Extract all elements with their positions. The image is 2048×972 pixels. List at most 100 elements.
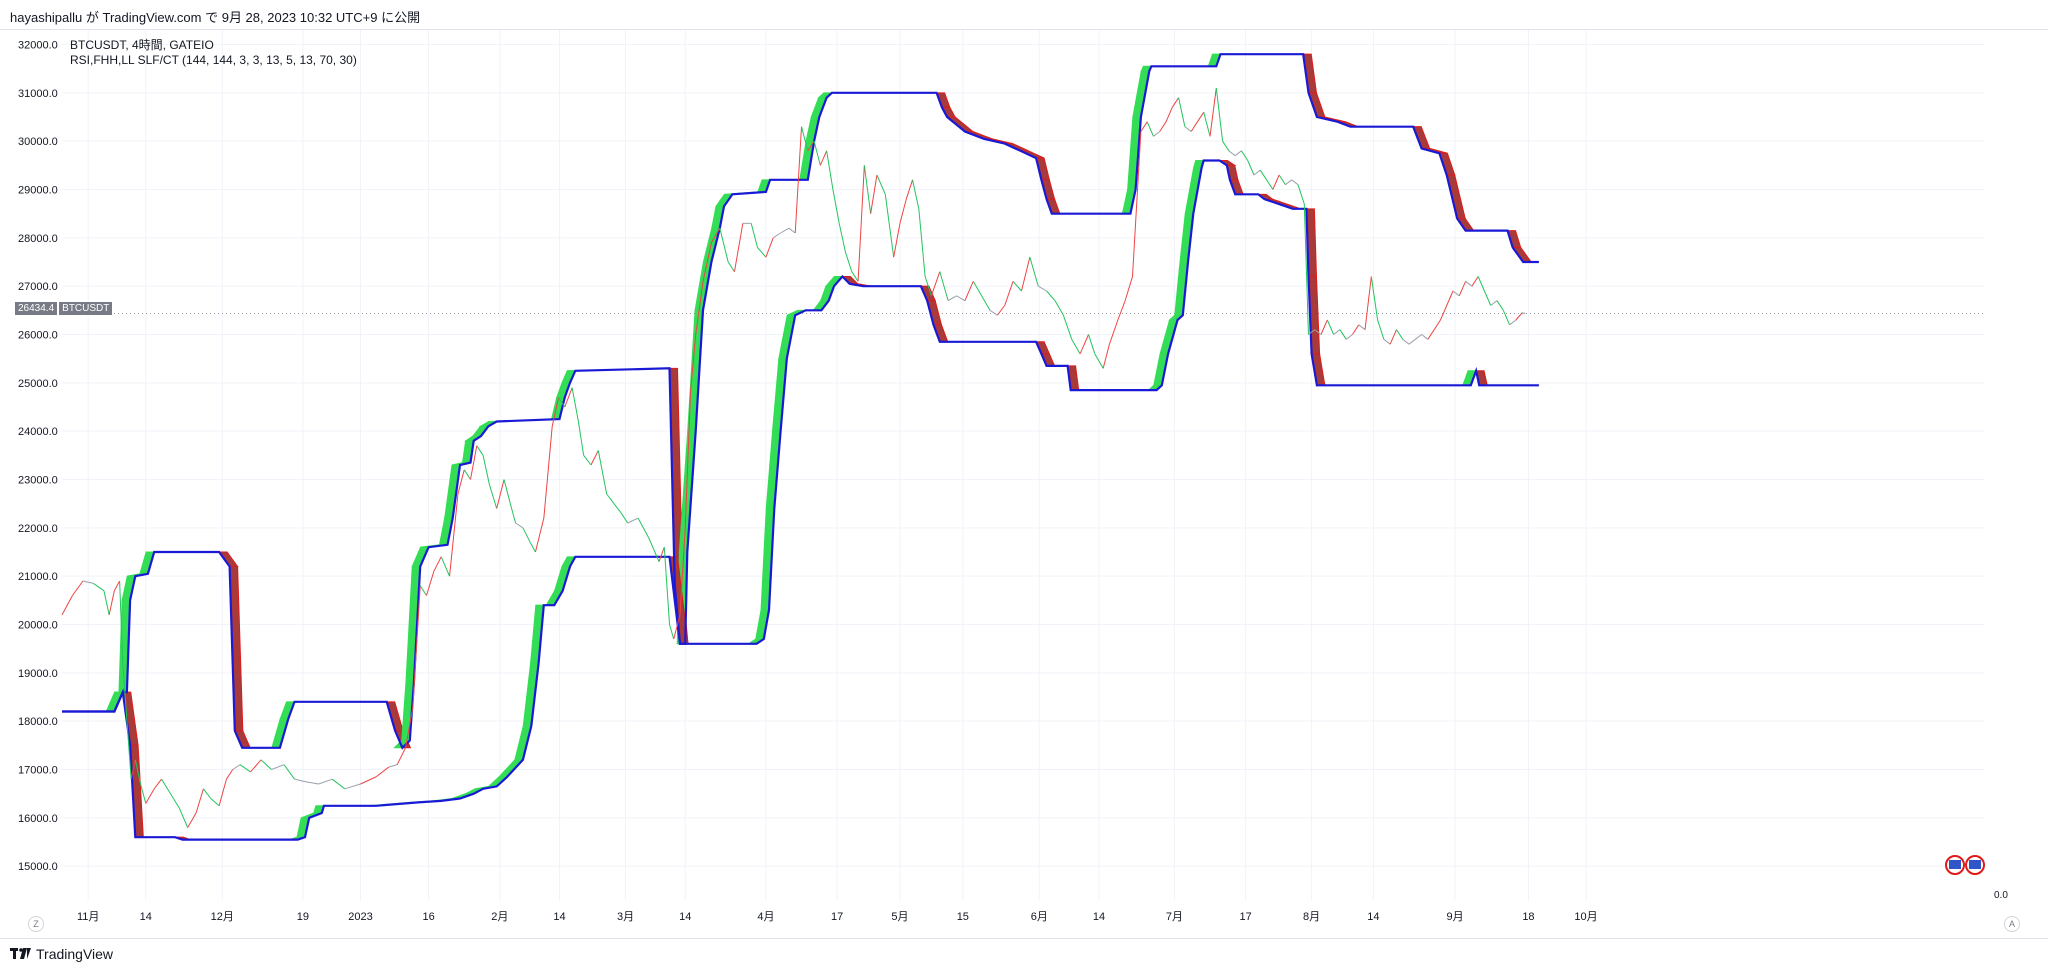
price-segment <box>1146 121 1154 137</box>
price-segment <box>1308 329 1316 335</box>
price-segment <box>1314 329 1322 335</box>
price-segment <box>1020 257 1031 292</box>
price-segment <box>972 281 983 297</box>
price-segment <box>226 769 234 780</box>
price-segment <box>1054 300 1064 316</box>
price-segment <box>679 527 686 615</box>
price-axis[interactable]: 15000.0 16000.0 17000.0 18000.0 19000.0 20000… <box>18 40 58 874</box>
symbol-legend[interactable]: BTCUSDT, 4時間, GATEIO <box>70 38 214 52</box>
price-segment <box>1037 285 1047 292</box>
y-tick-label: 20000.0 <box>18 620 58 632</box>
price-segment <box>1184 126 1192 132</box>
time-axis[interactable]: 11月 14 12月 19 2023 16 2月 14 3月 14 4月 17 5月 15 6月 14 7月 17… <box>77 911 1598 923</box>
y-tick-label: 28000.0 <box>18 233 58 245</box>
us-flag-icon <box>1969 860 1981 869</box>
y-tick-label: 21000.0 <box>18 571 58 583</box>
price-segment <box>1165 107 1173 123</box>
price-segment <box>218 779 227 806</box>
x-tick-label: 9月 <box>1447 911 1464 923</box>
price-segment <box>145 788 155 804</box>
price-segment <box>113 580 121 591</box>
scale-value: 0.0 <box>1994 890 2008 901</box>
price-segment <box>426 571 435 596</box>
price-segment <box>1522 312 1526 314</box>
price-segment <box>832 189 840 224</box>
price-segment <box>1408 338 1416 345</box>
price-segment <box>119 580 124 664</box>
price-segment <box>893 223 901 258</box>
price-segment <box>905 179 914 200</box>
x-tick-label: 16 <box>422 911 434 923</box>
price-segment <box>551 397 559 427</box>
price-segment <box>1278 174 1286 185</box>
price-segment <box>134 759 142 785</box>
price-segment <box>1117 300 1126 321</box>
price-segment <box>449 493 459 577</box>
price-segment <box>503 479 511 504</box>
price-segment <box>239 764 251 773</box>
price-segment <box>1159 121 1167 132</box>
price-segment <box>543 426 553 519</box>
price-segment <box>1004 281 1014 306</box>
y-tick-label: 16000.0 <box>18 813 58 825</box>
y-tick-label: 24000.0 <box>18 426 58 438</box>
y-tick-label: 25000.0 <box>18 378 58 390</box>
y-tick-label: 15000.0 <box>18 861 58 873</box>
price-segment <box>1197 111 1205 123</box>
price-segment <box>1326 319 1335 335</box>
price-segment <box>482 455 490 485</box>
price-segment <box>171 795 180 809</box>
price-segment <box>496 479 505 509</box>
indicator-legend[interactable]: RSI,FHH,LL SLF/CT (144, 144, 3, 3, 13, 5… <box>70 53 357 67</box>
price-segment <box>153 778 162 790</box>
price-segment <box>780 227 790 234</box>
price-segment <box>733 223 744 272</box>
price-segment <box>534 518 545 553</box>
price-segment <box>1272 174 1280 190</box>
zoom-reset-button[interactable]: Z <box>28 916 44 932</box>
tradingview-logo-icon <box>10 948 31 959</box>
price-segment <box>82 580 94 584</box>
price-segment <box>702 242 712 282</box>
price-segment <box>1333 329 1341 335</box>
price-segment <box>845 252 853 272</box>
price-segment <box>529 542 536 553</box>
price-segment <box>857 165 865 282</box>
price-segment <box>956 295 966 302</box>
price-segment <box>1266 179 1274 190</box>
price-segment <box>606 493 615 504</box>
us-flag-icon <box>1949 860 1961 869</box>
price-segment <box>757 247 767 258</box>
price-segment <box>577 421 585 456</box>
price-segment <box>1452 290 1460 297</box>
publish-header: hayashipallu が TradingView.com で 9月 28, … <box>0 0 2048 28</box>
price-segment <box>1046 290 1056 301</box>
price-segment <box>750 223 758 248</box>
price-segment <box>989 309 998 316</box>
price-segment <box>61 595 73 616</box>
price-chart[interactable]: 15000.0 16000.0 17000.0 18000.0 19000.0 20000… <box>0 30 2048 938</box>
price-segment <box>838 223 846 253</box>
price-segment <box>1415 334 1422 340</box>
brand-logo[interactable]: TradingView <box>10 946 113 962</box>
price-segment <box>1421 334 1429 340</box>
auto-scale-button[interactable]: A <box>2004 916 2020 932</box>
price-segment <box>1389 329 1397 345</box>
price-segment <box>108 590 115 615</box>
x-tick-label: 11月 <box>77 911 99 923</box>
price-segment <box>719 228 729 263</box>
price-segment <box>964 281 974 301</box>
x-tick-label: 2023 <box>348 911 372 923</box>
price-segment <box>1364 276 1372 330</box>
price-segment <box>1190 121 1198 132</box>
rsi-channel-bands <box>105 53 1533 841</box>
price-segment <box>388 764 398 768</box>
price-segment <box>488 484 498 509</box>
price-segment <box>772 232 781 239</box>
chart-pane[interactable]: 15000.0 16000.0 17000.0 18000.0 19000.0 20000… <box>0 29 2048 939</box>
price-segment <box>1297 184 1305 205</box>
x-tick-label: 14 <box>679 911 691 923</box>
band-fill-down <box>1438 152 1456 176</box>
price-segment <box>140 783 147 804</box>
price-segment <box>515 522 524 529</box>
